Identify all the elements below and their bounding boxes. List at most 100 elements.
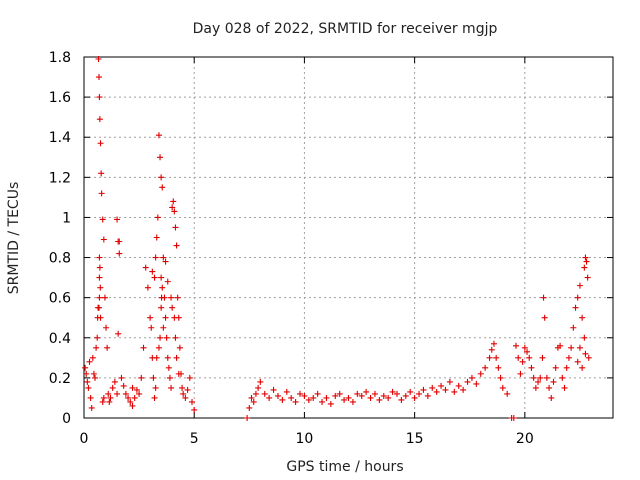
data-point — [95, 304, 102, 311]
data-point — [159, 284, 166, 291]
data-point — [327, 400, 334, 407]
data-point — [96, 116, 103, 123]
x-tick-label: 15 — [406, 431, 424, 447]
data-point — [292, 398, 299, 405]
data-point — [585, 354, 592, 361]
data-point — [354, 390, 361, 397]
data-point — [169, 204, 176, 211]
data-point — [546, 384, 553, 391]
data-point — [367, 394, 374, 401]
data-points — [82, 56, 592, 421]
data-point — [148, 324, 155, 331]
data-point — [319, 398, 326, 405]
data-point — [495, 364, 502, 371]
data-point — [87, 394, 94, 401]
data-point — [179, 384, 186, 391]
data-point — [83, 370, 90, 377]
data-point — [96, 94, 103, 101]
data-point — [561, 384, 568, 391]
data-point — [111, 378, 118, 385]
data-point — [100, 394, 107, 401]
data-point — [526, 354, 533, 361]
data-point — [101, 294, 108, 301]
data-point — [173, 242, 180, 249]
data-point — [250, 398, 257, 405]
data-point — [486, 354, 493, 361]
tick-layer: 0 0.2 0.4 0.6 0.8 1 1.2 1.4 1.6 1.8 0 5 10 15 20 — [49, 50, 613, 447]
data-point — [420, 386, 427, 393]
y-tick-label: 0.4 — [49, 331, 71, 347]
data-point — [248, 394, 255, 401]
data-point — [246, 404, 253, 411]
data-point — [99, 398, 106, 405]
data-point — [97, 314, 104, 321]
data-point — [464, 378, 471, 385]
data-point — [115, 238, 122, 245]
data-point — [144, 284, 151, 291]
data-point — [160, 254, 167, 261]
data-point — [103, 324, 110, 331]
data-point — [129, 402, 136, 409]
data-point — [570, 324, 577, 331]
data-point — [270, 386, 277, 393]
data-point — [582, 350, 589, 357]
data-point — [98, 170, 105, 177]
data-point — [493, 354, 500, 361]
data-point — [86, 358, 93, 365]
data-point — [255, 384, 262, 391]
data-point — [186, 374, 193, 381]
x-tick-label: 0 — [80, 431, 89, 447]
data-point — [519, 358, 526, 365]
plot-frame — [83, 56, 614, 419]
data-point — [158, 174, 165, 181]
data-point — [152, 254, 159, 261]
data-point — [133, 386, 140, 393]
data-point — [323, 394, 330, 401]
data-point — [451, 388, 458, 395]
data-point — [411, 394, 418, 401]
data-point — [574, 294, 581, 301]
data-point — [433, 388, 440, 395]
data-point — [116, 250, 123, 257]
data-point — [552, 364, 559, 371]
data-point — [576, 344, 583, 351]
data-point — [521, 344, 528, 351]
data-point — [490, 340, 497, 347]
data-point — [118, 374, 125, 381]
data-point — [488, 346, 495, 353]
data-point — [88, 404, 95, 411]
data-point — [460, 386, 467, 393]
data-point — [345, 394, 352, 401]
data-point — [540, 294, 547, 301]
data-point — [515, 354, 522, 361]
data-point — [169, 304, 176, 311]
data-point — [138, 374, 145, 381]
data-point — [142, 264, 149, 271]
data-point — [314, 390, 321, 397]
data-point — [429, 384, 436, 391]
data-point — [172, 334, 179, 341]
data-point — [164, 278, 171, 285]
data-point — [149, 268, 156, 275]
data-point — [416, 390, 423, 397]
data-point — [407, 388, 414, 395]
y-tick-label: 1.2 — [49, 170, 71, 186]
data-point — [581, 334, 588, 341]
data-point — [504, 390, 511, 397]
data-point — [84, 378, 91, 385]
grid-layer — [84, 57, 613, 418]
data-point — [380, 392, 387, 399]
y-axis-label: SRMTID / TECUs — [6, 182, 22, 295]
data-point — [127, 398, 134, 405]
data-point — [477, 370, 484, 377]
data-point — [310, 394, 317, 401]
data-point — [497, 374, 504, 381]
data-point — [184, 386, 191, 393]
data-point — [576, 282, 583, 289]
data-point — [455, 382, 462, 389]
data-point — [166, 374, 173, 381]
data-point — [297, 390, 304, 397]
data-point — [114, 216, 121, 223]
y-tick-label: 1.4 — [49, 130, 71, 146]
data-point — [105, 390, 112, 397]
